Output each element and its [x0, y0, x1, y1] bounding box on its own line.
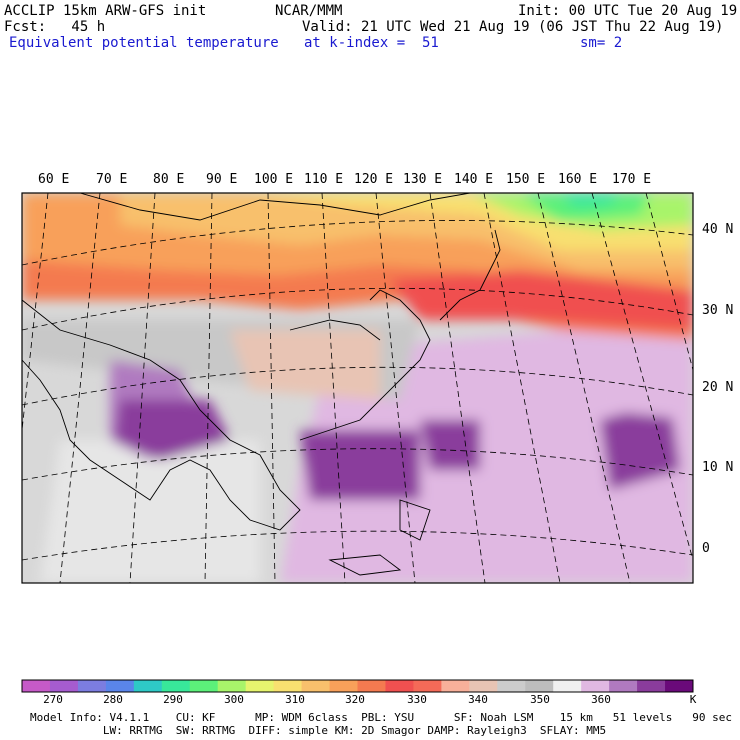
colorbar-swatch — [301, 680, 331, 692]
colorbar — [21, 679, 694, 693]
colorbar-swatch — [609, 680, 638, 692]
colorbar-swatch — [581, 680, 610, 692]
field-name: Equivalent potential temperature — [9, 35, 279, 51]
colorbar-swatch — [525, 680, 554, 692]
lat-label: 20 N — [702, 380, 734, 395]
colorbar-swatch — [469, 680, 498, 692]
colorbar-swatch — [245, 680, 275, 692]
colorbar-unit: K — [689, 693, 697, 706]
level-label: at k-index = 51 — [304, 35, 439, 51]
colorbar-swatch — [413, 680, 442, 692]
colorbar-swatch — [273, 680, 303, 692]
colorbar-swatch — [357, 680, 386, 692]
colorbar-swatch — [189, 680, 219, 692]
forecast-hour: Fcst: 45 h — [4, 19, 106, 35]
lon-label: 90 E — [206, 172, 238, 187]
colorbar-swatch — [497, 680, 526, 692]
colorbar-swatch — [77, 680, 107, 692]
colorbar-tick: 290 — [163, 693, 183, 706]
map-field — [22, 193, 693, 583]
colorbar-swatch — [105, 680, 135, 692]
coastlines — [22, 193, 501, 576]
colorbar-swatch — [22, 680, 51, 692]
valid-time: Valid: 21 UTC Wed 21 Aug 19 (06 JST Thu … — [302, 19, 724, 35]
colorbar-swatch — [665, 680, 694, 692]
map-frame — [21, 192, 694, 584]
colorbar-tick: 350 — [530, 693, 550, 706]
lon-label: 80 E — [153, 172, 185, 187]
colorbar-swatch — [49, 680, 79, 692]
lon-label: 130 E — [403, 172, 443, 187]
lat-label: 0 — [702, 541, 710, 556]
colorbar-swatch — [441, 680, 470, 692]
init-time: Init: 00 UTC Tue 20 Aug 19 — [518, 3, 738, 19]
colorbar-tick: 330 — [407, 693, 427, 706]
lon-label: 70 E — [96, 172, 128, 187]
lon-label: 120 E — [354, 172, 394, 187]
lon-label: 60 E — [38, 172, 70, 187]
model-info-line2: LW: RRTMG SW: RRTMG DIFF: simple KM: 2D … — [30, 724, 607, 737]
lon-label: 110 E — [304, 172, 344, 187]
colorbar-tick: 270 — [43, 693, 63, 706]
model-info-line1: Model Info: V4.1.1 CU: KF MP: WDM 6class… — [30, 711, 732, 724]
colorbar-swatch — [133, 680, 163, 692]
colorbar-frame — [21, 679, 694, 693]
lon-label: 100 E — [254, 172, 294, 187]
graticule — [22, 193, 693, 583]
lon-label: 140 E — [454, 172, 494, 187]
lat-label: 10 N — [702, 460, 734, 475]
colorbar-swatch — [217, 680, 247, 692]
colorbar-tick: 360 — [591, 693, 611, 706]
colorbar-swatch — [329, 680, 358, 692]
colorbar-tick: 320 — [345, 693, 365, 706]
colorbar-tick: 280 — [103, 693, 123, 706]
lon-label: 150 E — [506, 172, 546, 187]
lat-label: 40 N — [702, 222, 734, 237]
colorbar-swatch — [385, 680, 414, 692]
colorbar-tick: 310 — [285, 693, 305, 706]
lat-label: 30 N — [702, 303, 734, 318]
colorbar-tick: 300 — [224, 693, 244, 706]
colorbar-tick: 340 — [468, 693, 488, 706]
lon-label: 160 E — [558, 172, 598, 187]
lon-label: 170 E — [612, 172, 652, 187]
colorbar-swatch — [553, 680, 582, 692]
model-title: ACCLIP 15km ARW-GFS init — [4, 3, 207, 19]
smoothing-label: sm= 2 — [580, 35, 623, 51]
org-label: NCAR/MMM — [275, 3, 343, 19]
colorbar-swatch — [161, 680, 191, 692]
colorbar-swatch — [637, 680, 666, 692]
